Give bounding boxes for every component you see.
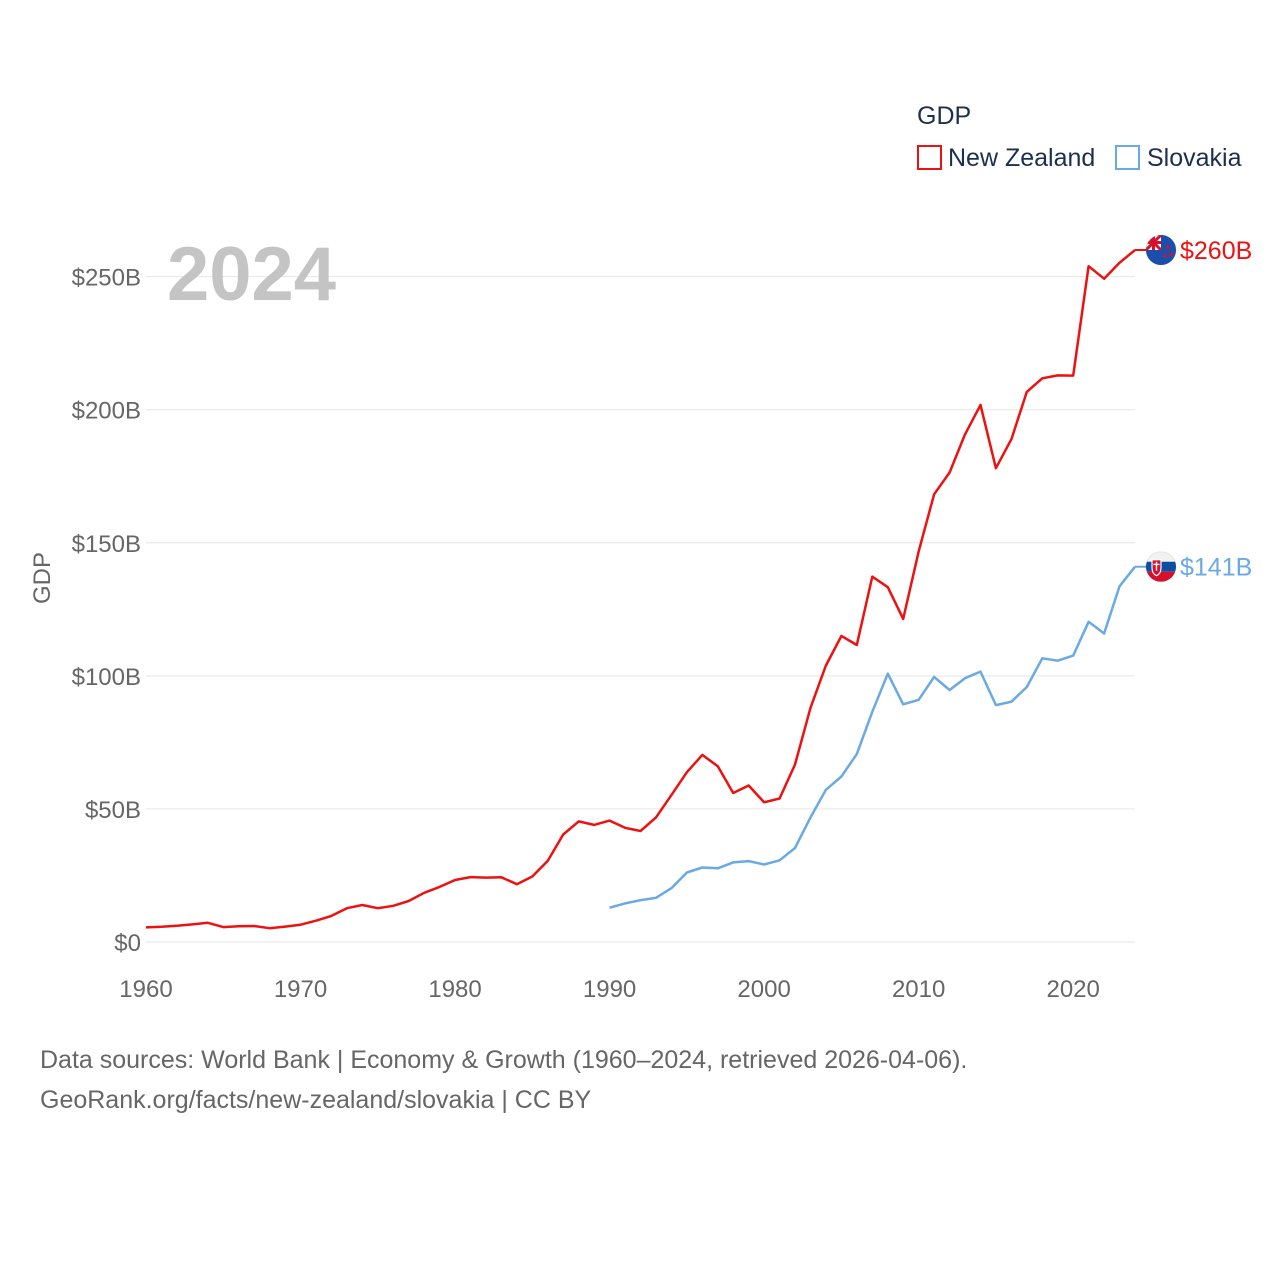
x-tick-label: 2010 [892, 976, 945, 1003]
y-tick-label: $250B [72, 265, 141, 292]
data-sources-text: Data sources: World Bank | Economy & Gro… [40, 1046, 968, 1074]
y-tick-label: $200B [72, 398, 141, 425]
series-line-new-zealand[interactable] [145, 249, 1136, 930]
end-value-label-slovakia: $141B [1180, 554, 1252, 582]
x-tick-label: 1960 [119, 976, 172, 1003]
footer: Data sources: World Bank | Economy & Gro… [40, 1040, 967, 1120]
grid-lines [146, 276, 1135, 943]
new-zealand-flag-icon [1145, 234, 1177, 266]
legend-swatch-slovakia [1115, 145, 1140, 170]
y-tick-label: $150B [72, 531, 141, 558]
x-tick-label: 1980 [428, 976, 481, 1003]
gdp-line-chart: $0$50B$100B$150B$200B$250B 1960 1970 1980 1… [29, 102, 1252, 1003]
x-tick-label: 2020 [1046, 976, 1099, 1003]
x-axis-ticks: 1960 1970 1980 1990 2000 2010 2020 [119, 976, 1100, 1003]
source-url-text: GeoRank.org/facts/new-zealand/slovakia |… [40, 1086, 592, 1114]
x-tick-label: 1990 [583, 976, 636, 1003]
y-axis-ticks: $0 $50B $100B $150B $200B $250B [72, 265, 141, 957]
x-tick-label: 2000 [737, 976, 790, 1003]
y-axis-title: GDP [29, 552, 56, 604]
y-tick-label: $0 [114, 930, 141, 957]
legend-label-new-zealand: New Zealand [948, 144, 1095, 172]
legend-swatch-new-zealand [917, 145, 942, 170]
legend-title: GDP [917, 102, 971, 130]
x-tick-label: 1970 [274, 976, 327, 1003]
series-lines [145, 249, 1136, 930]
year-label: 2024 [167, 232, 336, 317]
legend-item-new-zealand[interactable]: New Zealand [917, 144, 1095, 172]
y-tick-label: $50B [85, 797, 141, 824]
series-line-slovakia[interactable] [609, 565, 1136, 909]
y-tick-label: $100B [72, 664, 141, 691]
legend-item-slovakia[interactable]: Slovakia [1115, 144, 1242, 172]
end-markers: $260B $141B [1135, 234, 1252, 583]
legend-label-slovakia: Slovakia [1147, 144, 1242, 172]
end-value-label-new-zealand: $260B [1180, 237, 1252, 265]
slovakia-flag-icon [1145, 551, 1177, 583]
legend: GDP New Zealand Slovakia [917, 102, 1242, 172]
